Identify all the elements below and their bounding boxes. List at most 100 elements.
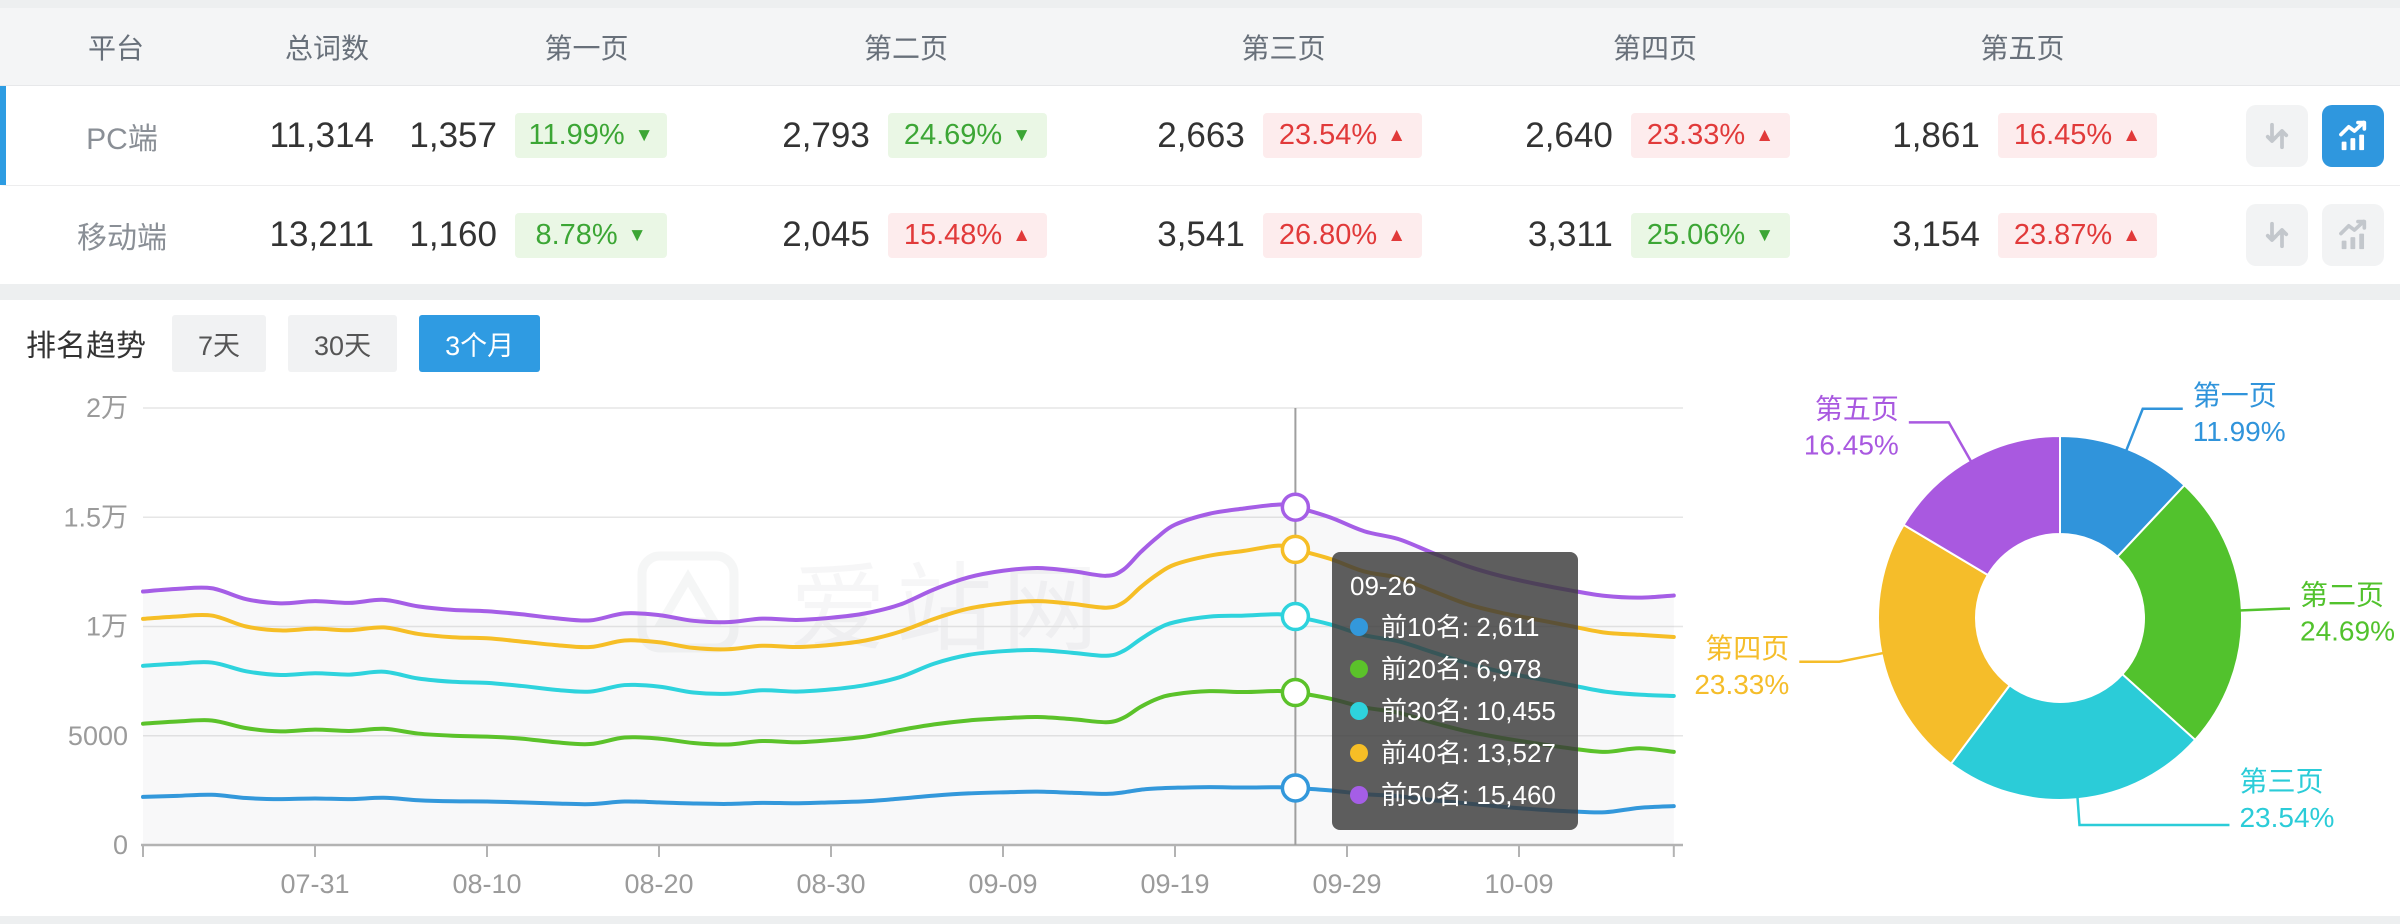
col-header-page3: 第三页 xyxy=(1241,32,1326,64)
y-axis-label: 2万 xyxy=(86,393,128,423)
total-words-value: 11,314 xyxy=(269,115,374,155)
trend-chart-button[interactable] xyxy=(2322,104,2384,167)
y-axis-label: 5000 xyxy=(68,721,128,751)
trend-arrow-icon: ▲ xyxy=(2122,224,2141,246)
y-axis-label: 1万 xyxy=(86,612,128,642)
page5-change-badge: 16.45% ▲ xyxy=(1997,113,2157,158)
y-axis-label: 0 xyxy=(113,830,128,860)
trend-arrow-icon: ▲ xyxy=(1387,224,1406,246)
donut-label-第二页: 第二页 24.69% xyxy=(2300,580,2395,647)
trend-arrow-icon: ▲ xyxy=(1755,125,1774,146)
line-chart[interactable]: 0 5000 1万 1.5万 2万 07-31 08-10 08-20 08-30 09-09 09… xyxy=(63,393,1683,899)
col-header-page4: 第四页 xyxy=(1612,32,1697,64)
range-tab-30d[interactable]: 30天 xyxy=(288,314,398,372)
trend-charts-canvas[interactable]: 爱站网 050001万1.5万2万07-3108-1008-2008-3009-… xyxy=(0,370,2400,916)
page4-count: 3,311 xyxy=(1527,215,1613,254)
hover-marker-前50名 xyxy=(1280,492,1311,522)
page1-count: 1,357 xyxy=(409,115,497,155)
page4-change-badge: 25.06% ▼ xyxy=(1630,212,1790,258)
donut-label-line xyxy=(2124,407,2183,453)
page3-cell: 2,663 23.54% ▲ xyxy=(1067,113,1442,158)
donut-slice-第五页[interactable] xyxy=(1902,434,2061,577)
page2-cell: 2,045 15.48% ▲ xyxy=(687,212,1067,258)
total-words-value: 13,211 xyxy=(269,215,374,254)
page2-count: 2,793 xyxy=(782,115,870,155)
page4-cell: 3,311 25.06% ▼ xyxy=(1442,212,1810,258)
col-header-page2: 第二页 xyxy=(863,32,948,64)
page1-cell: 1,160 8.78% ▼ xyxy=(409,212,687,258)
donut-label-第五页: 第五页 16.45% xyxy=(1804,393,1899,460)
donut-slice-第四页[interactable] xyxy=(1877,523,2012,766)
page5-cell: 1,861 16.45% ▲ xyxy=(1810,113,2177,158)
page1-change-badge: 11.99% ▼ xyxy=(515,113,667,158)
col-header-page1: 第一页 xyxy=(544,32,629,64)
page5-count: 1,861 xyxy=(1892,115,1980,155)
trend-arrow-icon: ▲ xyxy=(1012,224,1031,246)
table-row-pc[interactable]: PC端 11,314 1,357 11.99% ▼ 2,793 24.69% ▼ 2… xyxy=(0,86,2400,185)
page2-change-badge: 15.48% ▲ xyxy=(887,212,1047,258)
trend-arrow-icon: ▼ xyxy=(634,125,654,146)
page1-change-badge: 8.78% ▼ xyxy=(515,212,667,258)
table-row-mobile[interactable]: 移动端 13,211 1,160 8.78% ▼ 2,045 15.48% ▲ 3,… xyxy=(0,185,2400,284)
page5-count: 3,154 xyxy=(1892,215,1980,254)
platform-label: PC端 xyxy=(86,122,158,156)
x-axis-label: 08-10 xyxy=(452,869,521,899)
x-axis-label: 10-09 xyxy=(1484,869,1553,899)
trend-arrow-icon: ▼ xyxy=(627,224,647,246)
donut-label-line xyxy=(2076,796,2230,827)
trend-arrow-icon: ▲ xyxy=(1387,125,1406,146)
x-axis-label: 09-19 xyxy=(1140,869,1209,899)
row-actions xyxy=(2177,204,2400,266)
hover-marker-前40名 xyxy=(1280,534,1311,565)
page3-count: 3,541 xyxy=(1157,215,1245,254)
col-header-platform: 平台 xyxy=(87,32,144,64)
page3-cell: 3,541 26.80% ▲ xyxy=(1067,212,1442,258)
trend-chart-button[interactable] xyxy=(2322,204,2384,266)
platform-label: 移动端 xyxy=(77,222,167,255)
x-axis-label: 09-09 xyxy=(968,869,1037,899)
donut-slice-第三页[interactable] xyxy=(1949,672,2197,801)
trend-arrow-icon: ▼ xyxy=(1012,125,1031,146)
trend-arrow-icon: ▼ xyxy=(1755,224,1774,246)
hover-marker-前10名 xyxy=(1280,773,1311,803)
donut-label-line xyxy=(2238,607,2290,612)
page2-change-badge: 24.69% ▼ xyxy=(887,113,1047,158)
compare-sort-button[interactable] xyxy=(2246,204,2308,266)
donut-label-line xyxy=(1908,421,1973,463)
page3-count: 2,663 xyxy=(1157,115,1245,155)
hover-marker-前30名 xyxy=(1280,601,1311,632)
keyword-rank-table: 平台 总词数 第一页 第二页 第三页 第四页 第五页 PC端 11,314 1,… xyxy=(0,8,2400,284)
up-down-arrows-icon xyxy=(2265,221,2289,249)
donut-label-第一页: 第一页 11.99% xyxy=(2193,380,2286,447)
series-line-前50名[interactable] xyxy=(141,502,1676,625)
page3-change-badge: 23.54% ▲ xyxy=(1262,113,1422,158)
donut-chart[interactable]: 第一页 11.99% 第二页 24.69% 第三页 23.54% 第四页 23.33% 第五页 1… xyxy=(1694,380,2395,833)
line-bar-chart-icon xyxy=(2339,120,2367,150)
line-bar-chart-icon xyxy=(2339,219,2367,250)
range-tab-3m[interactable]: 3个月 xyxy=(419,314,541,372)
col-header-page5: 第五页 xyxy=(1980,32,2065,64)
page1-cell: 1,357 11.99% ▼ xyxy=(409,113,687,158)
page2-cell: 2,793 24.69% ▼ xyxy=(687,113,1067,158)
table-header-row: 平台 总词数 第一页 第二页 第三页 第四页 第五页 xyxy=(0,8,2400,86)
page2-count: 2,045 xyxy=(782,215,870,254)
row-actions xyxy=(2177,104,2400,167)
page1-count: 1,160 xyxy=(409,215,497,254)
page5-change-badge: 23.87% ▲ xyxy=(1997,212,2157,258)
y-axis-label: 1.5万 xyxy=(63,502,128,532)
x-axis-label: 07-31 xyxy=(280,869,349,899)
col-header-total-words: 总词数 xyxy=(284,32,369,64)
range-tab-7d[interactable]: 7天 xyxy=(172,314,267,372)
page4-count: 2,640 xyxy=(1525,115,1613,155)
rank-trend-card: 排名趋势 7天 30天 3个月 爱站网 050001万1.5万2万07-3108… xyxy=(0,300,2400,916)
compare-sort-button[interactable] xyxy=(2246,104,2308,167)
page3-change-badge: 26.80% ▲ xyxy=(1262,212,1422,258)
donut-label-第三页: 第三页 23.54% xyxy=(2239,766,2334,833)
x-axis-label: 08-20 xyxy=(624,869,693,899)
x-axis-label: 09-29 xyxy=(1312,869,1381,899)
donut-label-line xyxy=(1799,651,1885,664)
hover-marker-前20名 xyxy=(1280,677,1311,708)
donut-slice-第二页[interactable] xyxy=(2116,483,2243,742)
page4-change-badge: 23.33% ▲ xyxy=(1630,113,1790,158)
page5-cell: 3,154 23.87% ▲ xyxy=(1810,212,2177,258)
